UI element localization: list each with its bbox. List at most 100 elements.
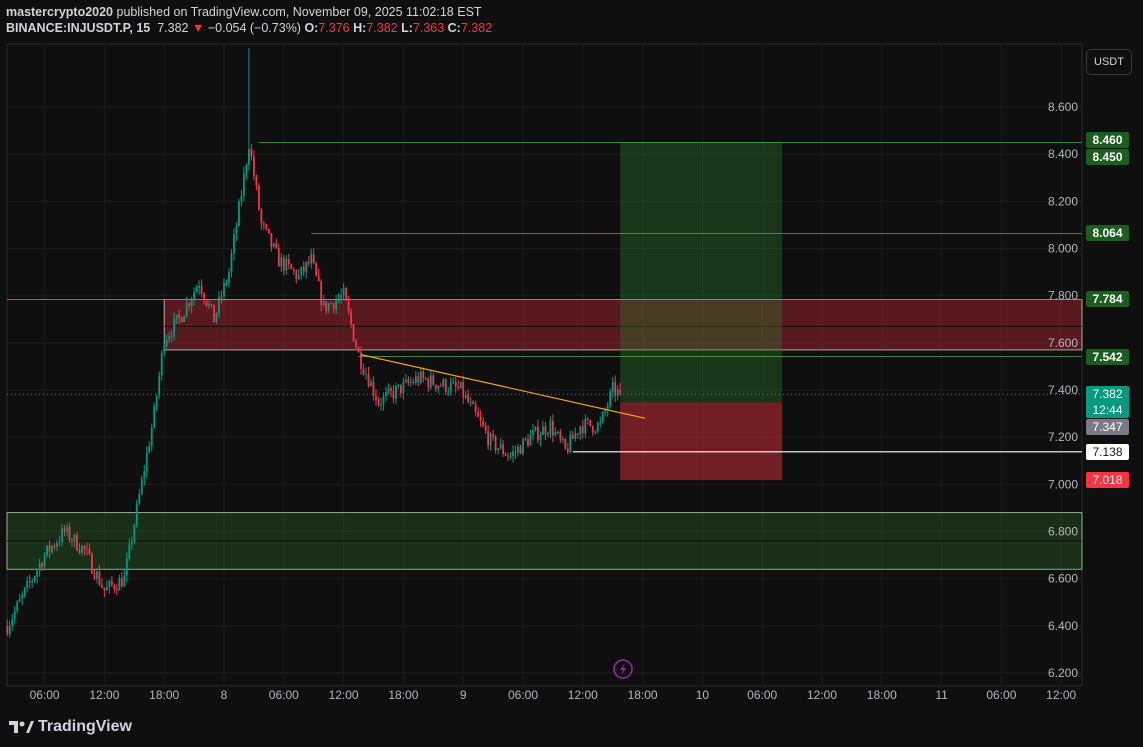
x-tick-label: 18:00	[867, 688, 897, 702]
candle	[367, 373, 370, 387]
candle	[409, 381, 412, 384]
candle	[402, 381, 405, 394]
candle	[56, 543, 58, 547]
open-value: 7.376	[318, 21, 350, 35]
candle	[93, 573, 96, 579]
published-text: published on TradingView.com, November 0…	[116, 5, 482, 19]
x-tick-label: 11	[935, 688, 948, 702]
candle	[444, 379, 447, 393]
candle	[457, 386, 460, 388]
candle	[390, 388, 392, 391]
plot-area[interactable]	[6, 43, 1083, 687]
candle	[240, 196, 243, 202]
candle	[238, 201, 240, 226]
tradingview-logo[interactable]: TradingView	[8, 718, 132, 736]
candle	[305, 261, 308, 272]
high-value: 7.382	[366, 21, 398, 35]
candle	[494, 436, 497, 451]
candle	[432, 375, 435, 385]
candle	[78, 550, 81, 553]
candle	[387, 388, 390, 393]
candle	[382, 395, 385, 405]
candle	[586, 418, 589, 420]
y-tick-label: 8.200	[1048, 194, 1078, 208]
candle	[375, 395, 377, 401]
candle	[230, 253, 233, 273]
lightning-icon[interactable]	[613, 659, 633, 679]
candle	[534, 426, 537, 431]
candle	[554, 432, 557, 436]
candle	[88, 549, 91, 554]
x-tick-label: 12:00	[89, 688, 119, 702]
candle	[178, 314, 181, 318]
candle	[542, 426, 544, 435]
logo-text: TradingView	[38, 718, 132, 735]
candle	[360, 352, 362, 369]
y-tick-label: 6.600	[1048, 572, 1078, 586]
long-stop-zone[interactable]	[620, 402, 783, 481]
candle	[407, 379, 410, 384]
candle	[120, 578, 123, 587]
candle	[91, 553, 93, 574]
candle	[218, 296, 220, 313]
candle	[616, 389, 619, 396]
candle	[292, 268, 295, 271]
candle	[447, 391, 450, 393]
candle	[400, 384, 402, 394]
candle	[38, 563, 41, 571]
candle	[392, 390, 395, 399]
long-target-zone[interactable]	[620, 142, 783, 403]
currency-button[interactable]: USDT	[1086, 49, 1132, 75]
candle	[514, 451, 517, 453]
y-tick-label: 7.400	[1048, 383, 1078, 397]
candle	[18, 598, 21, 602]
candle	[248, 148, 250, 165]
candle	[462, 381, 465, 398]
candle	[210, 304, 213, 306]
price-label-7.018: 7.018	[1086, 472, 1129, 489]
time-axis: 06:00 12:00 18:00 8 06:00 12:00 18:00 9 06:00 12:…	[30, 688, 1077, 702]
candle	[113, 584, 116, 590]
candle	[33, 576, 36, 581]
candle	[150, 427, 153, 447]
candle	[101, 584, 103, 588]
candle	[454, 381, 457, 387]
low-value: 7.363	[412, 21, 445, 35]
candle	[484, 425, 487, 432]
y-tick-label: 8.400	[1048, 147, 1078, 161]
candle	[327, 303, 330, 311]
candle	[205, 300, 208, 306]
candle	[419, 371, 422, 383]
trendline[interactable]	[360, 354, 646, 419]
candle	[417, 376, 420, 383]
candle	[467, 394, 470, 403]
candle	[275, 243, 278, 248]
candle	[185, 303, 188, 317]
candle	[277, 247, 280, 267]
candle	[614, 382, 617, 396]
x-tick-label: 18:00	[149, 688, 179, 702]
candle	[365, 373, 367, 375]
candle	[552, 420, 554, 436]
candle	[46, 545, 48, 555]
high-label: H:	[353, 21, 367, 35]
candle	[180, 317, 183, 323]
last-price: 7.382	[157, 21, 189, 35]
candle	[345, 288, 347, 301]
candle	[66, 526, 68, 532]
candle	[118, 578, 121, 591]
author-name[interactable]: mastercrypto2020	[6, 5, 114, 19]
candle	[497, 448, 499, 451]
candle	[48, 545, 51, 552]
candle	[574, 433, 577, 439]
candle	[449, 383, 452, 392]
x-tick-label: 8	[221, 688, 228, 702]
candle	[168, 336, 171, 340]
candle	[58, 541, 61, 544]
candle	[464, 394, 467, 398]
candle	[589, 419, 592, 426]
x-tick-label: 12:00	[1046, 688, 1076, 702]
candle	[198, 285, 200, 288]
candle	[255, 176, 258, 186]
